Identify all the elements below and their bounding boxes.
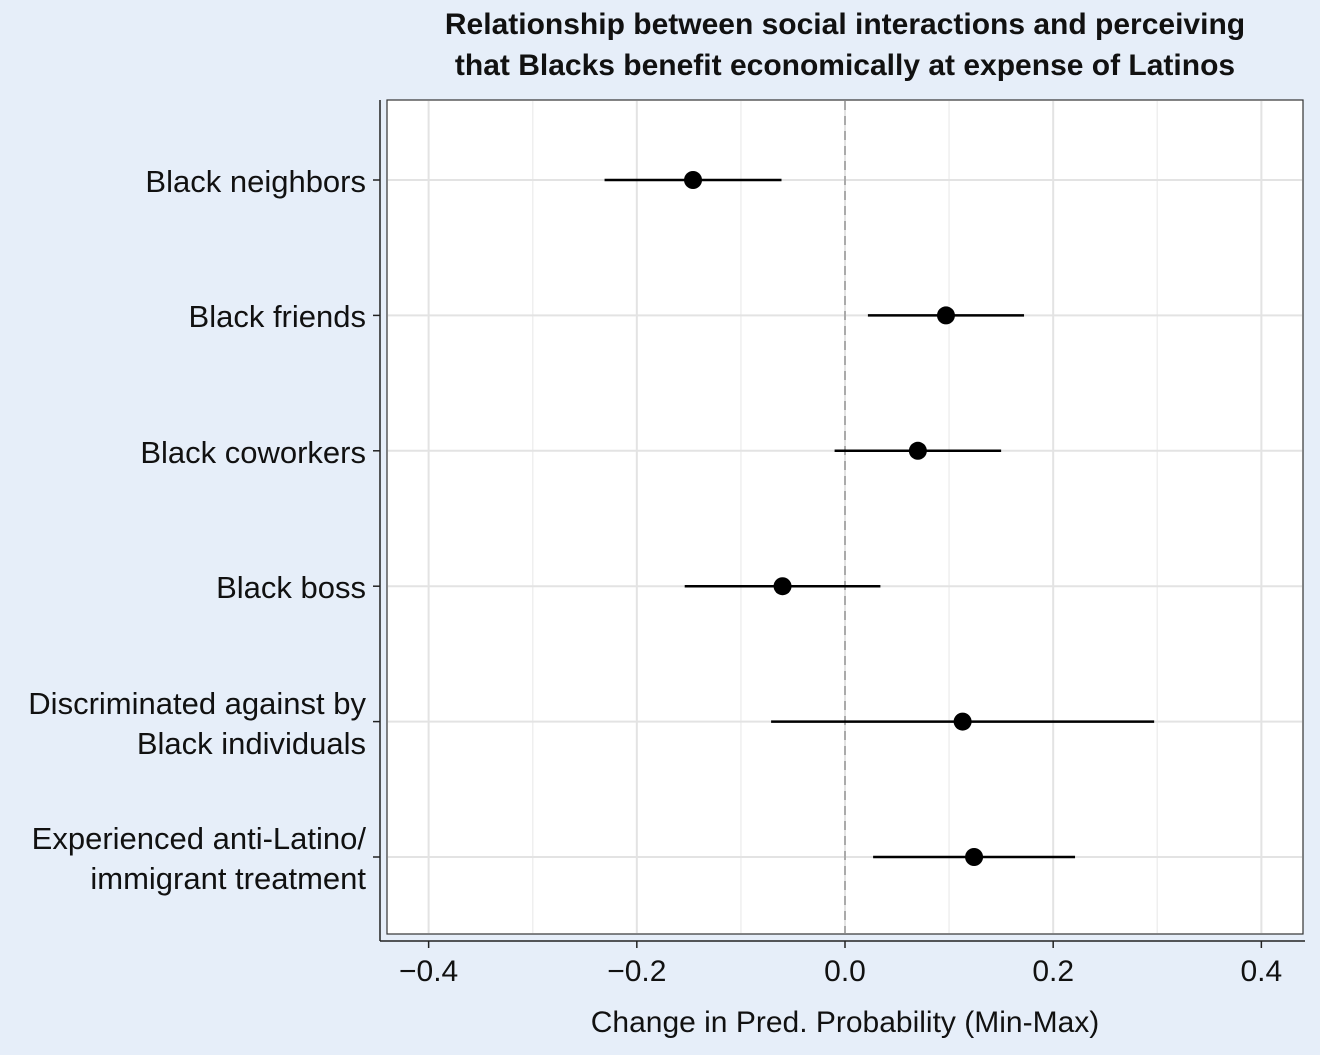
point-estimate — [773, 577, 792, 596]
category-label-line: Discriminated against by — [28, 685, 366, 721]
x-tick-label: −0.4 — [399, 955, 459, 988]
category-label-line: Black boss — [216, 570, 366, 606]
category-label: Experienced anti-Latino/immigrant treatm… — [0, 819, 366, 899]
point-estimate — [953, 712, 972, 731]
point-estimate — [684, 171, 703, 189]
chart-title-line-1: Relationship between social interactions… — [444, 8, 1246, 41]
x-axis-title: Change in Pred. Probability (Min-Max) — [590, 1006, 1100, 1039]
category-label-line: Black friends — [188, 299, 366, 335]
category-label: Black neighbors — [0, 162, 366, 202]
chart-title: Relationship between social interactions… — [380, 4, 1310, 86]
category-label: Black boss — [0, 568, 366, 608]
category-label-line: Black neighbors — [145, 164, 366, 199]
point-estimate — [965, 848, 984, 866]
category-label-line: immigrant treatment — [90, 861, 366, 896]
x-tick-label: 0.0 — [824, 955, 866, 988]
category-label: Black coworkers — [0, 433, 366, 473]
category-label-line: Black individuals — [136, 725, 366, 761]
category-label: Discriminated against by Black individual… — [0, 684, 366, 764]
x-tick-label: −0.2 — [607, 955, 667, 988]
x-tick-label: 0.4 — [1240, 955, 1283, 988]
category-label: Black friends — [0, 297, 366, 337]
point-estimate — [936, 306, 955, 325]
category-label-line: Black coworkers — [140, 434, 366, 470]
point-estimate — [908, 441, 927, 460]
chart-title-line-2: that Blacks benefit economically at expe… — [454, 49, 1236, 82]
x-tick-label: 0.2 — [1032, 955, 1075, 988]
category-label-line: Experienced anti-Latino/ — [31, 821, 366, 856]
